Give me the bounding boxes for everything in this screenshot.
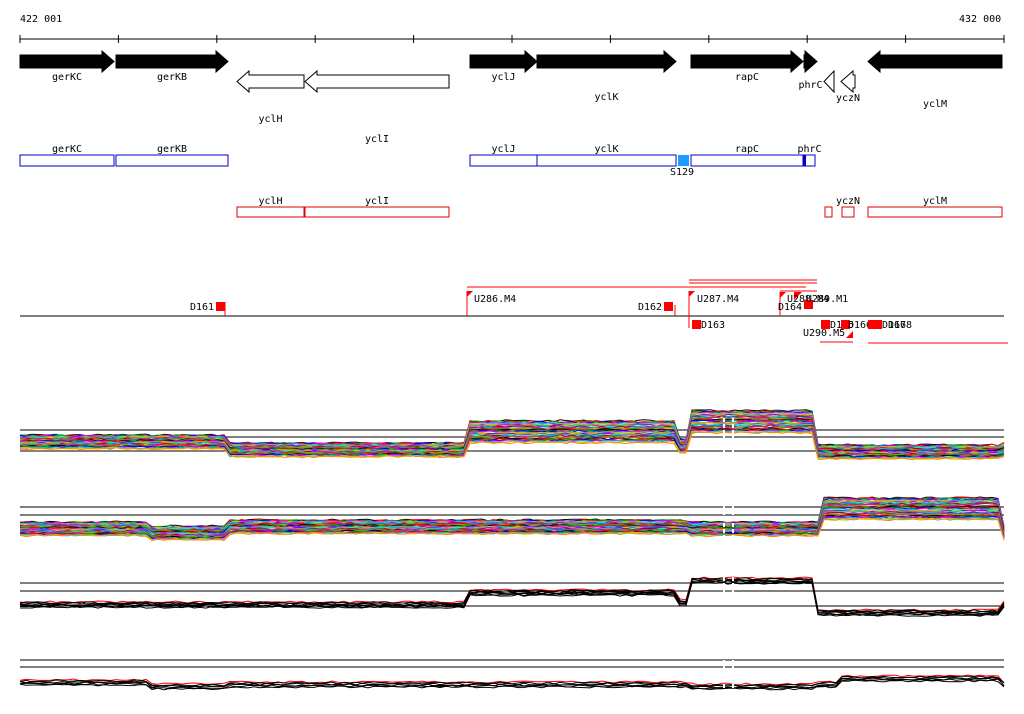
expression-series bbox=[19, 501, 1005, 531]
gene-label: phrC bbox=[798, 80, 822, 91]
feature-label: U289.M1 bbox=[806, 294, 848, 305]
feature-label: D162 bbox=[638, 302, 662, 313]
annotation-box[interactable] bbox=[867, 206, 1003, 218]
expression-series bbox=[19, 518, 1005, 542]
gene-arrow[interactable] bbox=[803, 49, 818, 74]
expression-panel-4 bbox=[19, 648, 1005, 694]
feature-marker[interactable] bbox=[804, 300, 813, 309]
feature-flag[interactable] bbox=[780, 292, 786, 298]
feature-marker[interactable] bbox=[216, 302, 225, 311]
annotation-box[interactable] bbox=[469, 154, 538, 167]
gene-label: yczN bbox=[836, 93, 860, 104]
gene-label: yclM bbox=[923, 99, 947, 110]
annotation-label: rapC bbox=[735, 144, 759, 155]
feature-label: U288.M4 bbox=[787, 294, 829, 305]
feature-label: D163 bbox=[701, 320, 725, 331]
expression-series bbox=[19, 410, 1005, 448]
expression-series bbox=[19, 580, 1005, 616]
feature-flag[interactable] bbox=[689, 291, 695, 297]
gene-label: yclJ bbox=[491, 72, 515, 83]
feature-label: U290.M5 bbox=[803, 328, 845, 339]
position-ruler bbox=[19, 35, 1005, 43]
feature-label: D168 bbox=[888, 320, 912, 331]
gene-arrow[interactable] bbox=[304, 69, 450, 94]
gene-arrow[interactable] bbox=[469, 49, 538, 74]
feature-label: D167 bbox=[882, 320, 906, 331]
annotation-label: yclK bbox=[594, 144, 618, 155]
expression-panels bbox=[19, 409, 1005, 694]
gene-arrow[interactable] bbox=[867, 49, 1003, 74]
expression-series bbox=[19, 420, 1005, 454]
annotation-label: gerKB bbox=[157, 144, 187, 155]
coord-start: 422 001 bbox=[20, 14, 62, 25]
gene-arrow[interactable] bbox=[536, 49, 677, 74]
s129-label: S129 bbox=[670, 167, 694, 178]
feature-marker[interactable] bbox=[868, 320, 882, 329]
expression-series bbox=[20, 582, 1005, 617]
annotation-box[interactable] bbox=[304, 206, 450, 218]
feature-label: U286.M4 bbox=[474, 294, 516, 305]
annotation-label: yclH bbox=[258, 196, 282, 207]
feature-flag[interactable] bbox=[794, 292, 802, 300]
feature-marker[interactable] bbox=[821, 320, 830, 329]
annotation-box[interactable] bbox=[841, 206, 855, 218]
gene-label: yclH bbox=[258, 114, 282, 125]
annotation-box[interactable] bbox=[536, 154, 677, 167]
feature-track: D161 U286.M4 D162 U287.M4 D164 U288.M4 U… bbox=[20, 279, 1008, 344]
gene-arrow[interactable] bbox=[115, 49, 229, 74]
feature-label: D164 bbox=[778, 302, 802, 313]
gene-label: gerKB bbox=[157, 72, 187, 83]
expression-series bbox=[19, 431, 1005, 460]
gene-label: gerKC bbox=[52, 72, 82, 83]
expression-panel-1 bbox=[19, 409, 1005, 462]
feature-label: D161 bbox=[190, 302, 214, 313]
s129-marker[interactable] bbox=[678, 155, 689, 166]
annotation-box[interactable] bbox=[803, 155, 806, 166]
expression-panel-2 bbox=[19, 493, 1005, 544]
annotation-label: yclJ bbox=[491, 144, 515, 155]
annotation-box[interactable] bbox=[236, 206, 305, 218]
expression-panel-3 bbox=[19, 571, 1005, 617]
gene-label: rapC bbox=[735, 72, 759, 83]
annotation-label: gerKC bbox=[52, 144, 82, 155]
annotation-label: yczN bbox=[836, 196, 860, 207]
annotation-box[interactable] bbox=[19, 154, 115, 167]
annotation-label: phrC bbox=[797, 144, 821, 155]
red-annotation-track: yclH yclI yczN yclM bbox=[236, 196, 1003, 218]
feature-marker[interactable] bbox=[841, 320, 850, 329]
feature-flag[interactable] bbox=[467, 291, 473, 297]
feature-label: U287.M4 bbox=[697, 294, 739, 305]
gene-arrow[interactable] bbox=[236, 69, 305, 94]
expression-series bbox=[19, 579, 1005, 615]
coord-end: 432 000 bbox=[959, 14, 1001, 25]
expression-series bbox=[19, 413, 1005, 449]
feature-label: D166 bbox=[848, 320, 872, 331]
blue-annotation-track: gerKC gerKB yclJ yclK rapC phrC S129 bbox=[19, 144, 822, 178]
gene-arrow[interactable] bbox=[690, 49, 804, 74]
gene-arrow[interactable] bbox=[19, 49, 115, 74]
gene-arrow[interactable] bbox=[823, 69, 835, 94]
strand-gene-track: gerKC gerKB yclH yclI yclJ yclK rapC phrC yczN yc… bbox=[19, 49, 1003, 145]
expression-series bbox=[19, 679, 1005, 691]
annotation-label: yclM bbox=[923, 196, 947, 207]
annotation-box[interactable] bbox=[115, 154, 229, 167]
annotation-label: yclI bbox=[365, 196, 389, 207]
annotation-box[interactable] bbox=[824, 206, 833, 218]
feature-marker[interactable] bbox=[664, 302, 673, 311]
gene-arrow[interactable] bbox=[840, 69, 856, 94]
feature-marker[interactable] bbox=[692, 320, 701, 329]
gene-label: yclI bbox=[365, 134, 389, 145]
expression-series bbox=[19, 423, 1005, 456]
annotation-box[interactable] bbox=[690, 154, 804, 167]
gene-label: yclK bbox=[594, 92, 618, 103]
feature-flag[interactable] bbox=[846, 331, 853, 338]
